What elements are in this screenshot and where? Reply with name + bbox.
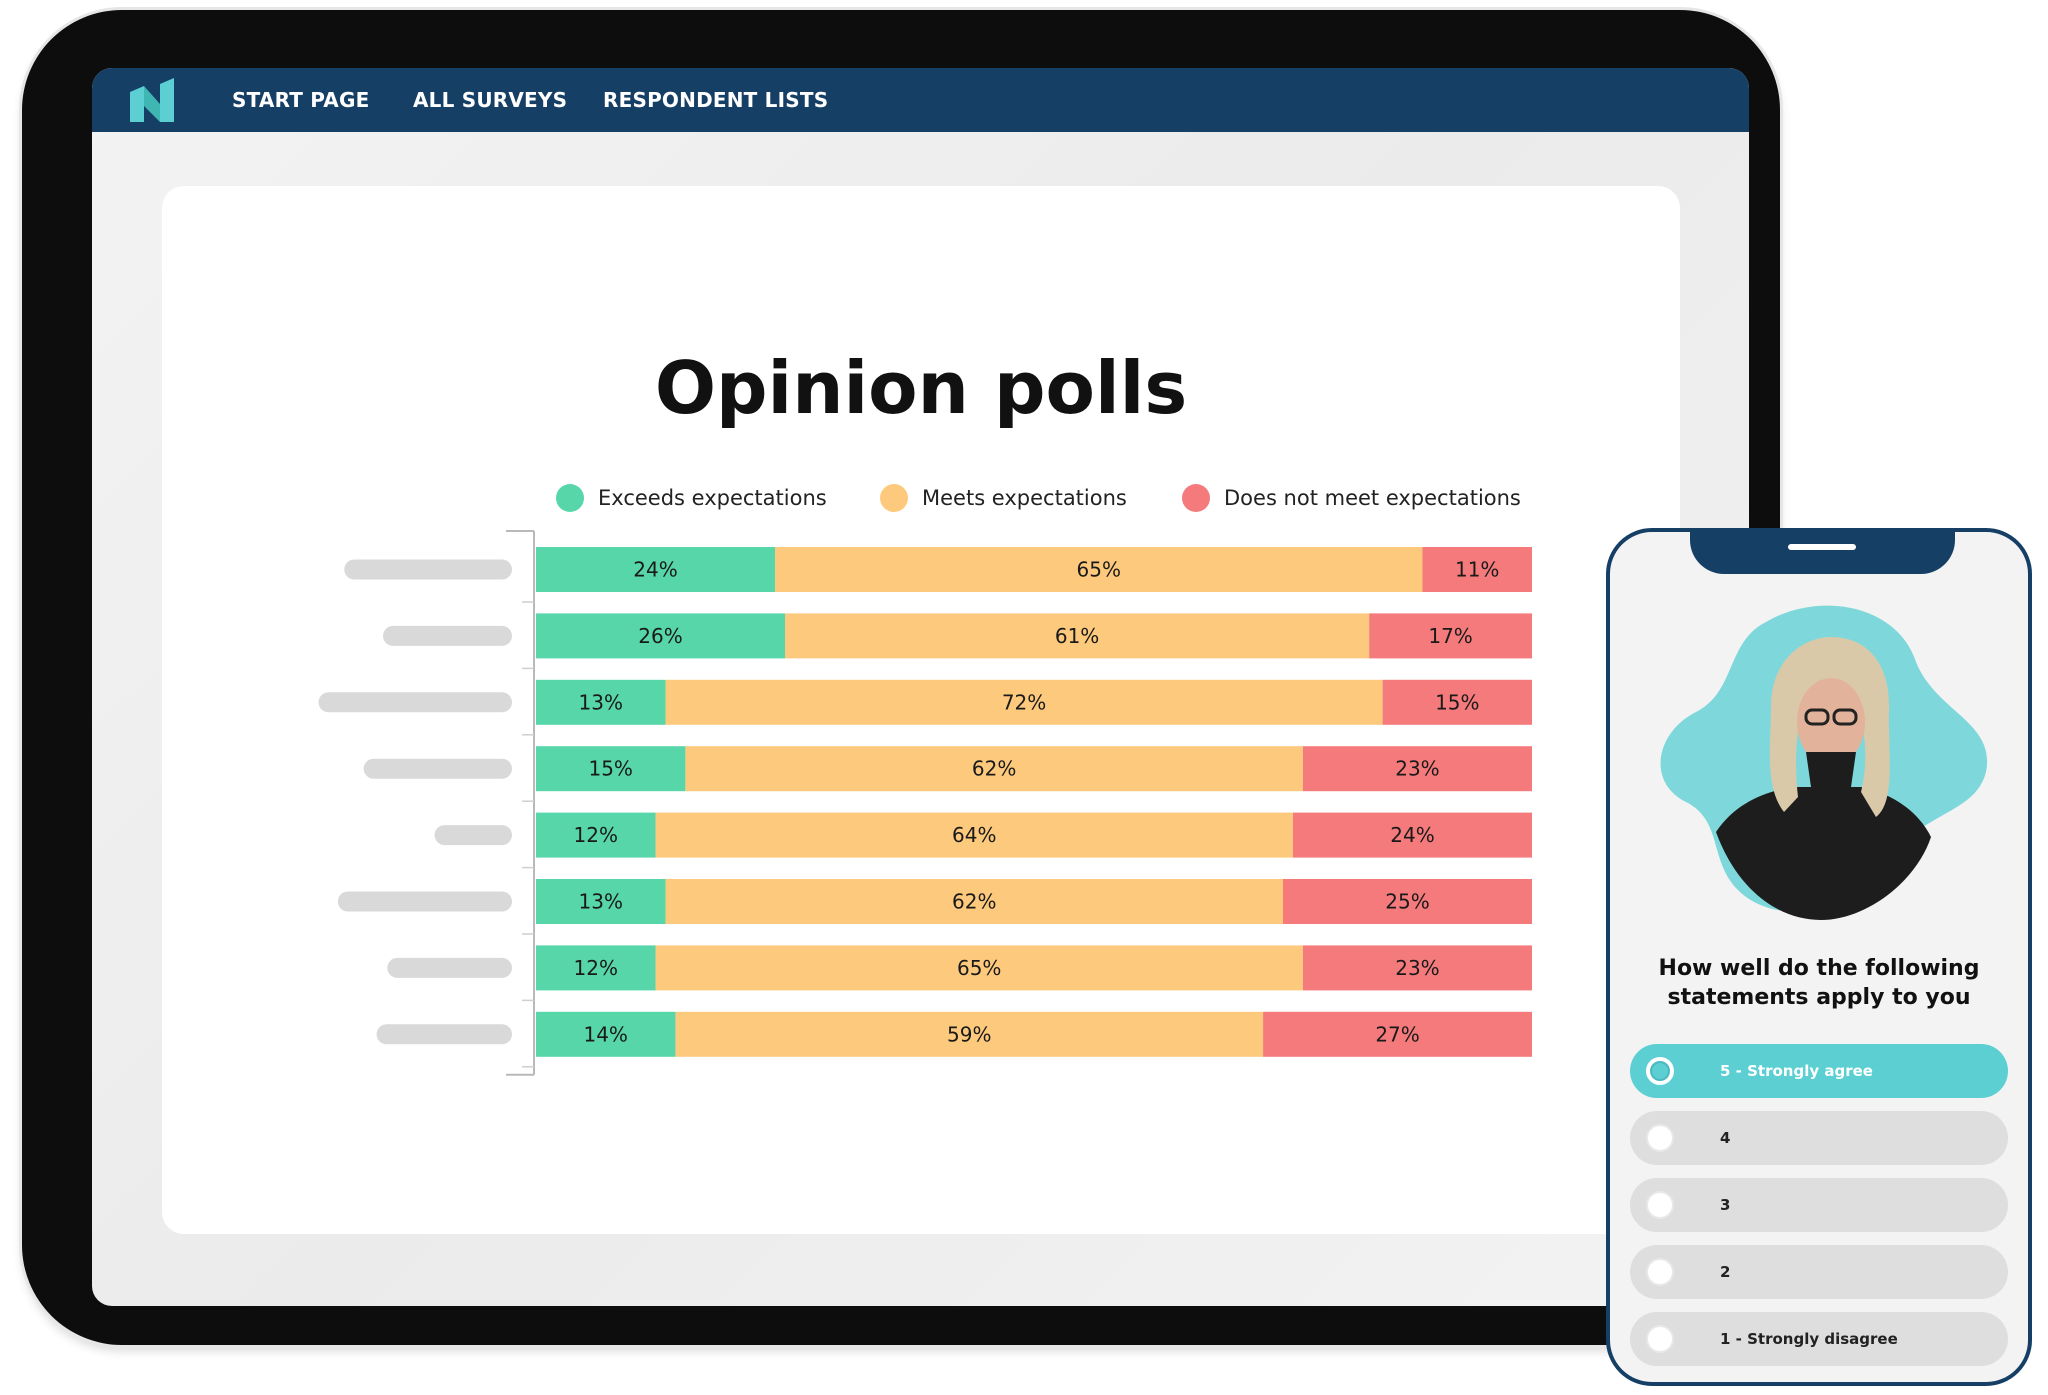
bar-segment-meets[interactable] (665, 879, 1283, 924)
speaker-bar (1788, 544, 1856, 550)
legend-item-exceeds: Exceeds expectations (556, 478, 827, 518)
bar-data-label: 65% (1077, 558, 1121, 582)
radio-icon[interactable] (1646, 1325, 1674, 1353)
category-label-placeholder (376, 1024, 512, 1045)
bar-data-label: 12% (574, 823, 618, 847)
option-4[interactable]: 4 (1630, 1111, 2008, 1165)
category-label-placeholder (434, 825, 512, 846)
category-label-placeholder (363, 758, 512, 779)
bar-data-label: 24% (633, 558, 677, 582)
bar-segment-exceeds[interactable] (536, 945, 656, 991)
option-5-strongly-agree[interactable]: 5 - Strongly agree (1630, 1044, 2008, 1098)
stacked-bar-chart: 24% 65% 11% 26% 61% 17% 13% 72% 15% 15% 62% 23% 12% 6… (318, 530, 1532, 1076)
bar-segment-not-meet[interactable] (1283, 879, 1532, 924)
bar-segment-not-meet[interactable] (1292, 812, 1532, 858)
legend-dot-meets (880, 484, 908, 512)
bar-segment-exceeds[interactable] (536, 879, 666, 924)
option-2[interactable]: 2 (1630, 1245, 2008, 1299)
bar-data-label: 11% (1455, 558, 1499, 582)
bar-data-label: 64% (952, 823, 996, 847)
legend-dot-not-meet (1182, 484, 1210, 512)
bar-data-label: 59% (947, 1022, 991, 1046)
option-3[interactable]: 3 (1630, 1178, 2008, 1232)
bar-data-label: 17% (1428, 624, 1472, 648)
bar-segment-exceeds[interactable] (536, 679, 666, 725)
respondent-photo-avatar (1660, 605, 1988, 920)
radio-icon[interactable] (1646, 1258, 1674, 1286)
bar-data-label: 15% (588, 757, 632, 781)
bar-segment-exceeds[interactable] (536, 547, 776, 592)
bar-segment-exceeds[interactable] (536, 1011, 676, 1057)
legend-item-not-meet: Does not meet expectations (1182, 478, 1521, 518)
category-label-placeholder (344, 559, 512, 580)
bar-segment-not-meet[interactable] (1369, 613, 1532, 659)
category-label-placeholder (383, 625, 512, 646)
bar-segment-not-meet[interactable] (1422, 547, 1532, 592)
legend-label-exceeds: Exceeds expectations (598, 486, 827, 510)
bar-data-label: 23% (1395, 956, 1439, 980)
bar-segment-meets[interactable] (685, 746, 1303, 792)
bar-data-label: 26% (638, 624, 682, 648)
bar-segment-not-meet[interactable] (1263, 1011, 1532, 1057)
bar-segment-not-meet[interactable] (1382, 679, 1532, 725)
bar-data-label: 62% (972, 757, 1016, 781)
legend-label-meets: Meets expectations (922, 486, 1127, 510)
phone-notch (1690, 532, 1955, 574)
bar-data-label: 62% (952, 890, 996, 914)
option-label: 2 (1720, 1263, 1731, 1281)
bar-segment-not-meet[interactable] (1302, 746, 1532, 792)
bar-segment-not-meet[interactable] (1302, 945, 1532, 991)
option-label: 4 (1720, 1129, 1731, 1147)
bar-segment-meets[interactable] (655, 812, 1293, 858)
option-1-strongly-disagree[interactable]: 1 - Strongly disagree (1630, 1312, 2008, 1366)
legend-dot-exceeds (556, 484, 584, 512)
app-screen: START PAGE ALL SURVEYS RESPONDENT LISTS … (92, 68, 1749, 1306)
bar-data-label: 23% (1395, 757, 1439, 781)
category-label-placeholder (318, 692, 512, 713)
brand-logo-icon[interactable] (130, 78, 174, 122)
option-label: 3 (1720, 1196, 1731, 1214)
radio-icon[interactable] (1646, 1124, 1674, 1152)
bar-segment-meets[interactable] (665, 679, 1383, 725)
phone-frame: How well do the following statements app… (1606, 528, 2032, 1386)
survey-question: How well do the following statements app… (1658, 956, 1980, 1010)
bar-segment-exceeds[interactable] (536, 613, 785, 659)
option-label: 1 - Strongly disagree (1720, 1330, 1898, 1348)
radio-selected-icon[interactable] (1646, 1057, 1674, 1085)
bar-data-label: 65% (957, 956, 1001, 980)
category-label-placeholder (387, 957, 512, 978)
legend-item-meets: Meets expectations (880, 478, 1127, 518)
tablet-frame: START PAGE ALL SURVEYS RESPONDENT LISTS … (22, 10, 1780, 1345)
bar-data-label: 13% (579, 890, 623, 914)
bar-data-label: 12% (574, 956, 618, 980)
bar-data-label: 72% (1002, 690, 1046, 714)
category-label-placeholder (337, 891, 512, 912)
bar-data-label: 25% (1385, 890, 1429, 914)
bar-segment-exceeds[interactable] (536, 812, 656, 858)
bar-data-label: 61% (1055, 624, 1099, 648)
bar-segment-exceeds[interactable] (536, 746, 686, 792)
bar-data-label: 13% (579, 690, 623, 714)
option-label: 5 - Strongly agree (1720, 1062, 1873, 1080)
bar-segment-meets[interactable] (775, 547, 1423, 592)
bar-data-label: 14% (583, 1022, 627, 1046)
bar-segment-meets[interactable] (655, 945, 1303, 991)
bar-segment-meets[interactable] (785, 613, 1370, 659)
bar-data-label: 15% (1435, 690, 1479, 714)
page-title: Opinion polls (654, 346, 1188, 430)
chart-legend: Exceeds expectations Meets expectations … (92, 478, 1749, 518)
bar-data-label: 27% (1375, 1022, 1419, 1046)
nav-respondent-lists[interactable]: RESPONDENT LISTS (603, 88, 829, 112)
nav-start-page[interactable]: START PAGE (232, 88, 370, 112)
bar-data-label: 24% (1390, 823, 1434, 847)
legend-label-not-meet: Does not meet expectations (1224, 486, 1521, 510)
nav-all-surveys[interactable]: ALL SURVEYS (413, 88, 568, 112)
radio-icon[interactable] (1646, 1191, 1674, 1219)
top-navbar: START PAGE ALL SURVEYS RESPONDENT LISTS (92, 68, 1749, 132)
bar-segment-meets[interactable] (675, 1011, 1264, 1057)
